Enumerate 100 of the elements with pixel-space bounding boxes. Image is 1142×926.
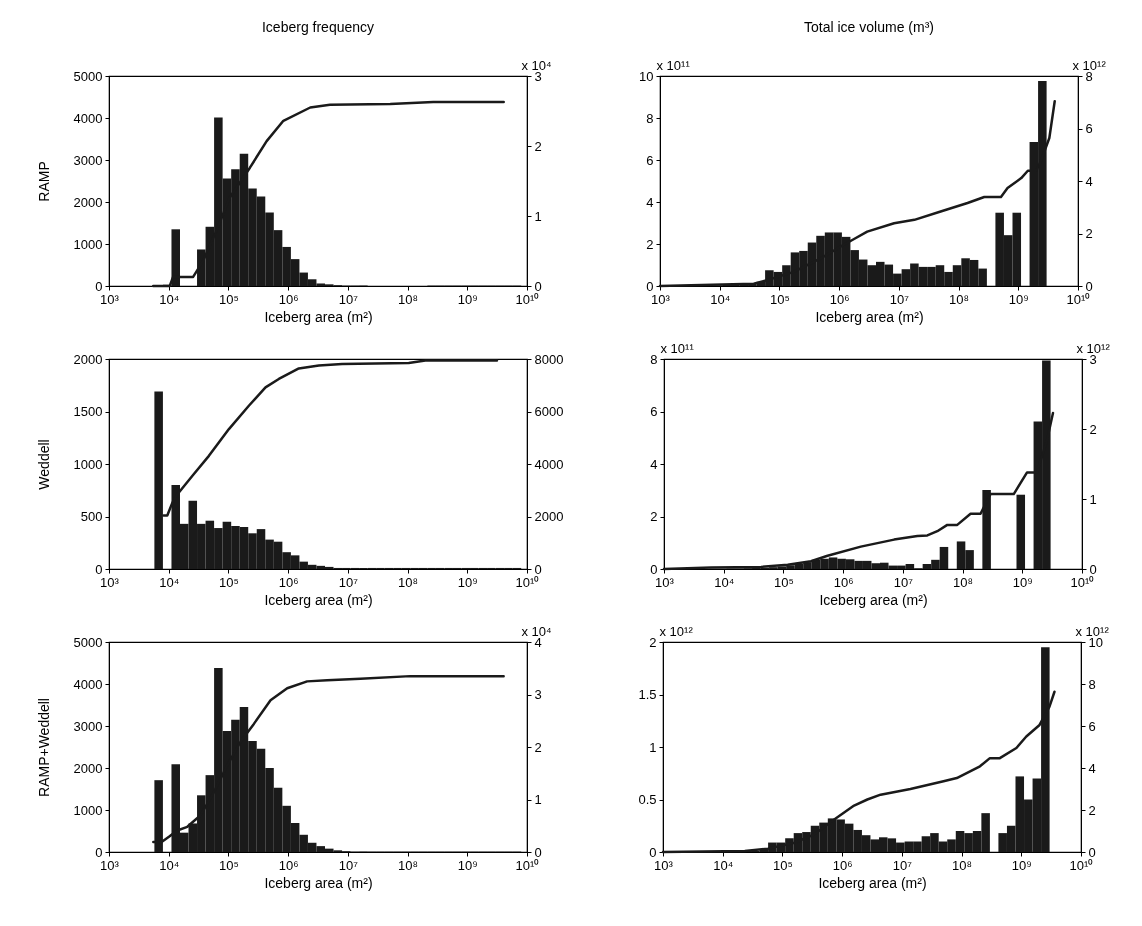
y-tick-label: 1000	[73, 236, 103, 252]
y2-tick-label: 1	[534, 792, 542, 807]
y2-axis-title: x 10¹²	[1076, 340, 1111, 356]
y2-tick-label: 0	[534, 561, 542, 577]
x-axis-title: Iceberg area (m²)	[264, 591, 373, 608]
x-tick-label: 10⁵	[773, 857, 793, 873]
y-tick-label: 10	[639, 68, 654, 84]
x-tick-label: 10⁸	[953, 574, 974, 590]
y-tick-label: 3000	[73, 152, 103, 168]
y-tick-label: 0	[646, 278, 654, 294]
x-tick-label: 10³	[654, 857, 674, 873]
y-tick-label: 5000	[73, 634, 103, 650]
y-tick-label: 500	[80, 509, 103, 524]
y-tick-label: 4	[650, 456, 658, 472]
y2-tick-label: 2	[534, 739, 542, 755]
y-tick-label: 2000	[73, 760, 103, 776]
x-tick-label: 10⁹	[457, 857, 478, 873]
x-tick-label: 10¹⁰	[1070, 574, 1095, 590]
x-tick-label: 10³	[651, 291, 671, 307]
x-tick-label: 10⁷	[338, 857, 359, 873]
x-tick-label: 10⁸	[398, 574, 419, 590]
y2-tick-label: 0	[1089, 561, 1097, 577]
x-tick-label: 10⁴	[713, 857, 734, 873]
y-tick-label: 2000	[73, 194, 103, 210]
x-tick-label: 10⁶	[278, 574, 299, 590]
y-axis-title: Weddell	[35, 439, 52, 490]
x-tick-label: 10¹⁰	[515, 857, 540, 873]
x-tick-label: 10¹⁰	[1069, 857, 1094, 873]
x-tick-label: 10⁶	[278, 291, 299, 307]
y-tick-label: 2	[646, 236, 654, 252]
y-tick-label: 0	[649, 844, 657, 860]
x-tick-label: 10⁸	[398, 857, 419, 873]
y2-axis-title: x 10¹²	[1075, 623, 1110, 639]
y2-tick-label: 1	[534, 208, 542, 224]
y2-tick-label: 2000	[534, 509, 564, 524]
y-tick-label: 6	[650, 404, 658, 419]
y-tick-label: 4	[646, 194, 654, 210]
y-tick-label: 0.5	[638, 792, 657, 807]
x-tick-label: 10⁶	[832, 857, 853, 873]
x-tick-label: 10⁵	[219, 291, 239, 307]
x-tick-label: 10⁹	[1012, 574, 1033, 590]
y2-tick-label: 2	[1088, 802, 1096, 818]
y-tick-label: 4000	[73, 110, 103, 126]
y2-tick-label: 8000	[534, 351, 564, 367]
y2-tick-label: 0	[534, 844, 542, 860]
x-tick-label: 10⁹	[457, 291, 478, 307]
y2-tick-label: 2	[534, 138, 542, 154]
x-axis-title: Iceberg area (m²)	[815, 308, 924, 325]
x-tick-label: 10⁵	[770, 291, 790, 307]
x-tick-label: 10⁷	[338, 574, 359, 590]
x-tick-label: 10¹⁰	[1066, 291, 1091, 307]
y2-tick-label: 2	[1089, 421, 1097, 437]
y-tick-label: 0	[95, 278, 103, 294]
y2-tick-label: 0	[534, 278, 542, 294]
y-tick-label: 1500	[73, 404, 103, 419]
y2-tick-label: 2	[1085, 226, 1093, 241]
y-tick-label: 4000	[73, 676, 103, 692]
y2-tick-label: 6	[1088, 718, 1096, 734]
y-tick-label: 8	[650, 351, 658, 367]
y-tick-label: 2	[649, 634, 657, 650]
y-axis-title: x 10¹¹	[656, 57, 691, 73]
chart-title: Iceberg frequency	[261, 19, 375, 35]
y2-axis-title: x 10⁴	[521, 57, 552, 73]
y-axis-title: x 10¹¹	[660, 340, 695, 356]
x-tick-label: 10⁹	[1011, 857, 1032, 873]
x-tick-label: 10⁶	[829, 291, 850, 307]
y2-axis-title: x 10⁴	[521, 623, 552, 639]
x-tick-label: 10³	[100, 574, 120, 590]
x-tick-label: 10⁵	[774, 574, 794, 590]
y-tick-label: 6	[646, 152, 654, 168]
x-tick-label: 10⁴	[710, 291, 731, 307]
y2-tick-label: 4	[1085, 173, 1093, 189]
x-tick-label: 10⁷	[893, 574, 914, 590]
y-axis-title: RAMP	[35, 161, 52, 202]
x-tick-label: 10⁷	[889, 291, 910, 307]
x-tick-label: 10⁵	[219, 857, 239, 873]
y2-tick-label: 6000	[534, 404, 564, 419]
x-tick-label: 10³	[100, 857, 120, 873]
y-tick-label: 1.5	[638, 687, 657, 702]
x-tick-label: 10⁸	[952, 857, 973, 873]
y-tick-label: 1000	[73, 802, 103, 818]
x-tick-label: 10⁴	[714, 574, 735, 590]
y-tick-label: 1000	[73, 456, 103, 472]
y2-tick-label: 0	[1085, 278, 1093, 294]
x-tick-label: 10⁵	[219, 574, 239, 590]
y-tick-label: 0	[95, 561, 103, 577]
y2-tick-label: 1	[1089, 491, 1097, 507]
x-tick-label: 10⁶	[833, 574, 854, 590]
x-tick-label: 10³	[655, 574, 675, 590]
x-tick-label: 10⁸	[949, 291, 970, 307]
y-axis-title: RAMP+Weddell	[35, 698, 52, 797]
y2-tick-label: 8	[1088, 676, 1096, 692]
x-tick-label: 10¹⁰	[515, 574, 540, 590]
y-tick-label: 1	[649, 739, 657, 755]
y2-tick-label: 4000	[534, 456, 564, 472]
x-tick-label: 10⁴	[159, 574, 180, 590]
y-tick-label: 0	[95, 844, 103, 860]
y-tick-label: 0	[650, 561, 658, 577]
x-tick-label: 10³	[100, 291, 120, 307]
y-tick-label: 5000	[73, 68, 103, 84]
